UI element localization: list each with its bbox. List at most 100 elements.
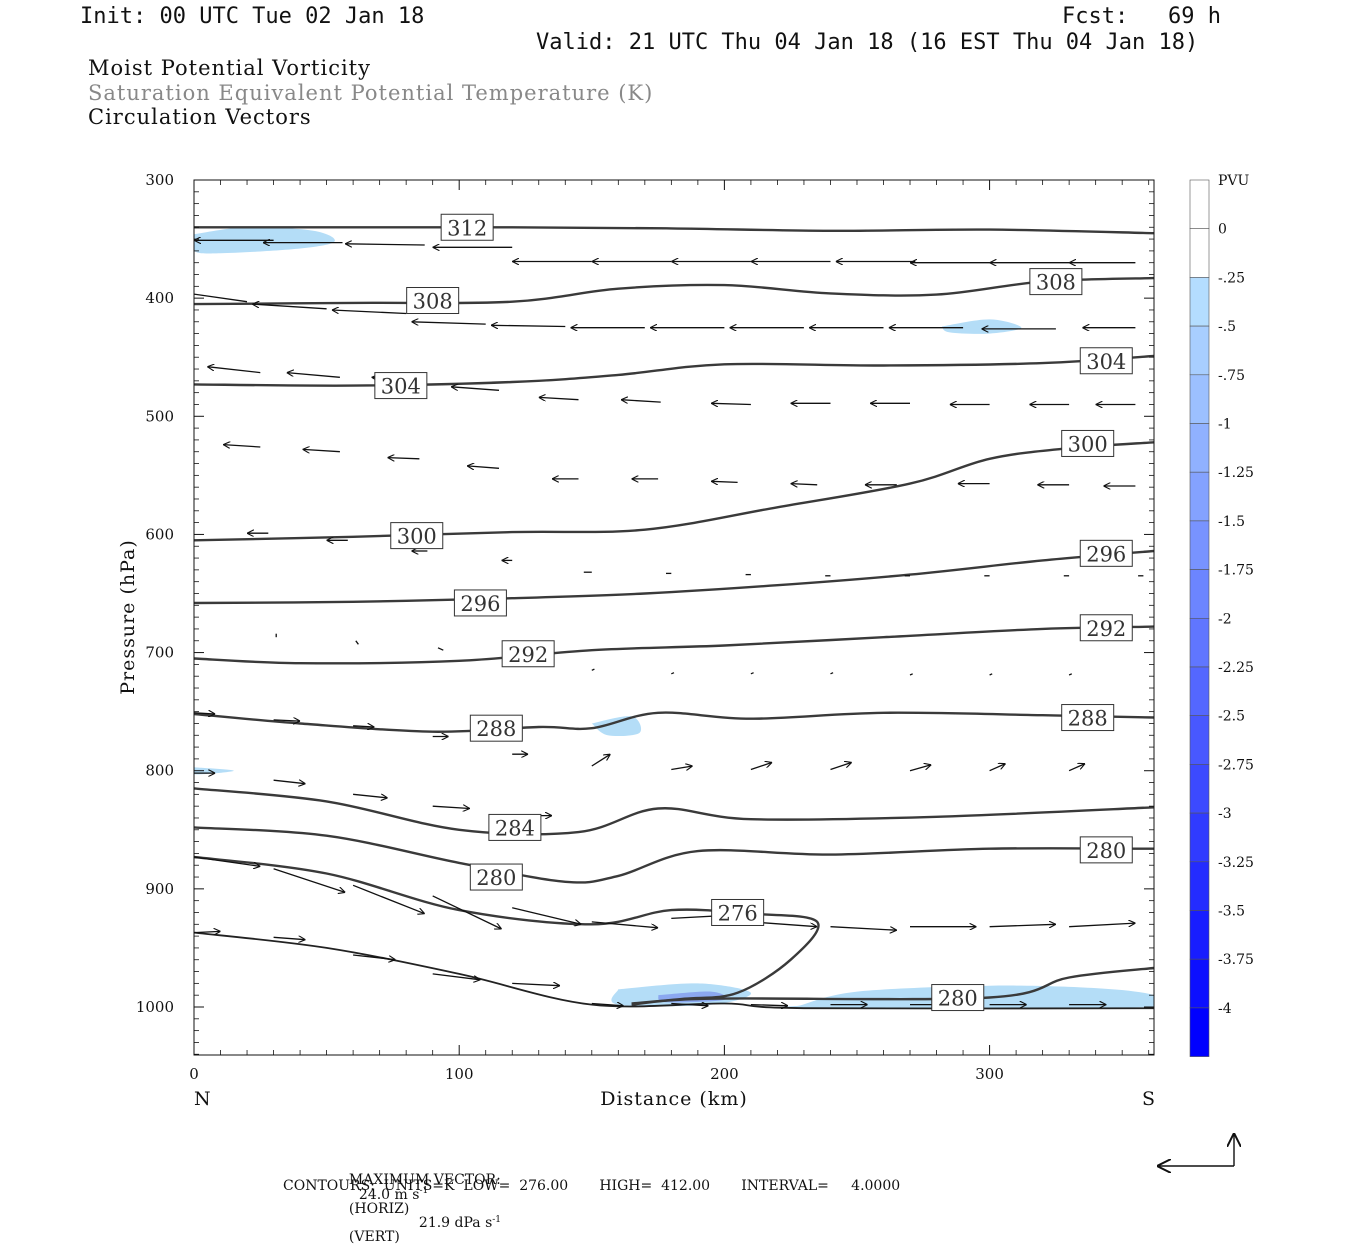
contour-label-text: 296: [460, 592, 500, 616]
circulation-vector: [252, 304, 327, 310]
circulation-vector: [512, 907, 581, 925]
field-circulation: Circulation Vectors: [88, 105, 312, 129]
circulation-vector: [303, 449, 340, 451]
colorbar-label: -3.75: [1218, 952, 1254, 968]
circulation-vector: [830, 672, 834, 675]
colorbar-segment: [1189, 471, 1210, 522]
contour-label-300: 300: [1061, 429, 1115, 457]
colorbar-label: -1.25: [1218, 465, 1254, 481]
contour-label-308: 308: [406, 287, 460, 315]
mpv-colorbar: 0 -.25 -.5 -.75 -1 -1.25 -1.5 -1.75 -2 -2.25 -2.5 -…: [1189, 179, 1254, 1057]
circulation-vector: [332, 310, 407, 315]
contour-label-296: 296: [453, 589, 507, 617]
circulation-vector: [388, 458, 420, 459]
axis-tick-labels: 300 400 500 600 700 800 900 1000 0 100 200 300: [136, 171, 1004, 1083]
plot-frame: [193, 179, 1155, 1056]
contour-label-304: 304: [374, 372, 428, 400]
contour-label-288: 288: [469, 714, 523, 742]
contour-label-text: 288: [476, 717, 516, 741]
max-vector-vert-unit: (VERT): [348, 1229, 400, 1245]
circulation-vector: [909, 765, 931, 772]
mpv-shading: [194, 227, 1154, 1009]
max-vector-horiz-exp: -1: [419, 1186, 429, 1196]
contour-label-text: 276: [718, 901, 758, 925]
colorbar-label: -2: [1218, 611, 1232, 627]
contour-label-308: 308: [1029, 268, 1083, 296]
colorbar-segment: [1189, 569, 1210, 619]
contour-label-box: [1079, 836, 1133, 864]
circulation-vector: [830, 762, 852, 771]
contour-label-text: 312: [447, 216, 487, 240]
circulation-vector: [591, 921, 658, 928]
contour-label-text: 308: [1036, 271, 1076, 295]
contour-label-box: [1079, 347, 1133, 375]
circulation-vector: [512, 983, 560, 985]
max-vector-horiz: 24.0 m s: [358, 1186, 420, 1203]
circulation-vector: [909, 673, 913, 676]
contour-label-292: 292: [1079, 614, 1133, 642]
colorbar-label: -3.5: [1218, 904, 1245, 920]
colorbar-label: -1.5: [1218, 514, 1245, 530]
contour-label-text: 292: [1086, 617, 1126, 641]
y-tick-label: 800: [145, 762, 174, 780]
contour-label-box: [390, 522, 444, 550]
circulation-vector: [750, 1005, 788, 1006]
colorbar-label: -3.25: [1218, 855, 1254, 871]
colorbar-unit: PVU: [1218, 173, 1250, 189]
contour-label-text: 280: [938, 987, 978, 1011]
circulation-vector: [830, 926, 897, 931]
axis-ticks: [193, 179, 1154, 1055]
colorbar-segment: [1189, 861, 1210, 911]
circulation-vector: [671, 766, 692, 770]
colorbar-segment: [1189, 958, 1210, 1009]
colorbar-segment: [1189, 715, 1210, 765]
theta-contour-296: [194, 549, 1154, 605]
colorbar-label: -.5: [1218, 319, 1236, 335]
contour-label-text: 300: [1068, 432, 1108, 456]
circulation-vector: [791, 484, 818, 485]
circulation-vector: [273, 868, 346, 893]
field-mpv: Moist Potential Vorticity: [88, 56, 371, 80]
colorbar-segment: [1189, 423, 1210, 473]
circulation-vector: [437, 647, 444, 651]
colorbar-label: -2.75: [1218, 757, 1254, 773]
circulation-vector: [539, 397, 579, 399]
circulation-vector: [432, 806, 470, 808]
colorbar-label: -2.5: [1218, 709, 1245, 725]
theta-contour-284: [194, 787, 1154, 836]
circulation-vector: [432, 973, 481, 980]
circulation-vector: [273, 720, 301, 721]
x-tick-label: 0: [189, 1065, 199, 1083]
circulation-vector: [353, 954, 395, 960]
cross-section-chart: 312 308 308 304 304 300 300 296 296 292 292 288 288 2…: [117, 171, 1254, 1200]
colorbar-label: -1.75: [1218, 563, 1254, 579]
contour-label-box: [1079, 614, 1133, 642]
contour-label-box: [1079, 539, 1133, 567]
colorbar-segment: [1189, 617, 1210, 668]
contour-label-box: [1029, 268, 1083, 296]
circulation-vector: [207, 367, 261, 374]
theta-contour-308: [194, 276, 1154, 306]
circulation-vector: [194, 931, 221, 932]
contour-label-text: 300: [397, 525, 437, 549]
circulation-vector: [711, 403, 751, 404]
colorbar-segment: [1189, 520, 1210, 570]
contour-label-280: 280: [469, 863, 523, 891]
theta-contour-312: [194, 226, 1154, 235]
y-tick-label: 400: [145, 289, 174, 307]
max-vector-label: MAXIMUM VECTOR:: [348, 1172, 501, 1188]
theta-es-contours: [194, 226, 1154, 1010]
circulation-vector: [287, 373, 340, 378]
colorbar-segment: [1189, 228, 1210, 278]
contour-label-280: 280: [931, 984, 985, 1012]
contour-label-box: [931, 984, 985, 1012]
forecast-hour: Fcst: 69 h: [1062, 4, 1221, 29]
circulation-vector: [355, 640, 359, 645]
theta-contour-300: [194, 441, 1154, 542]
circulation-vector: [273, 937, 306, 939]
mpv-region-2: [591, 716, 642, 737]
max-vector-line: MAXIMUM VECTOR: 24.0 m s-1 (HORIZ) 21.9 …: [340, 1159, 501, 1244]
circulation-vector: [1069, 923, 1135, 928]
circulation-vector: [989, 764, 1006, 772]
circulation-vector: [352, 884, 425, 913]
